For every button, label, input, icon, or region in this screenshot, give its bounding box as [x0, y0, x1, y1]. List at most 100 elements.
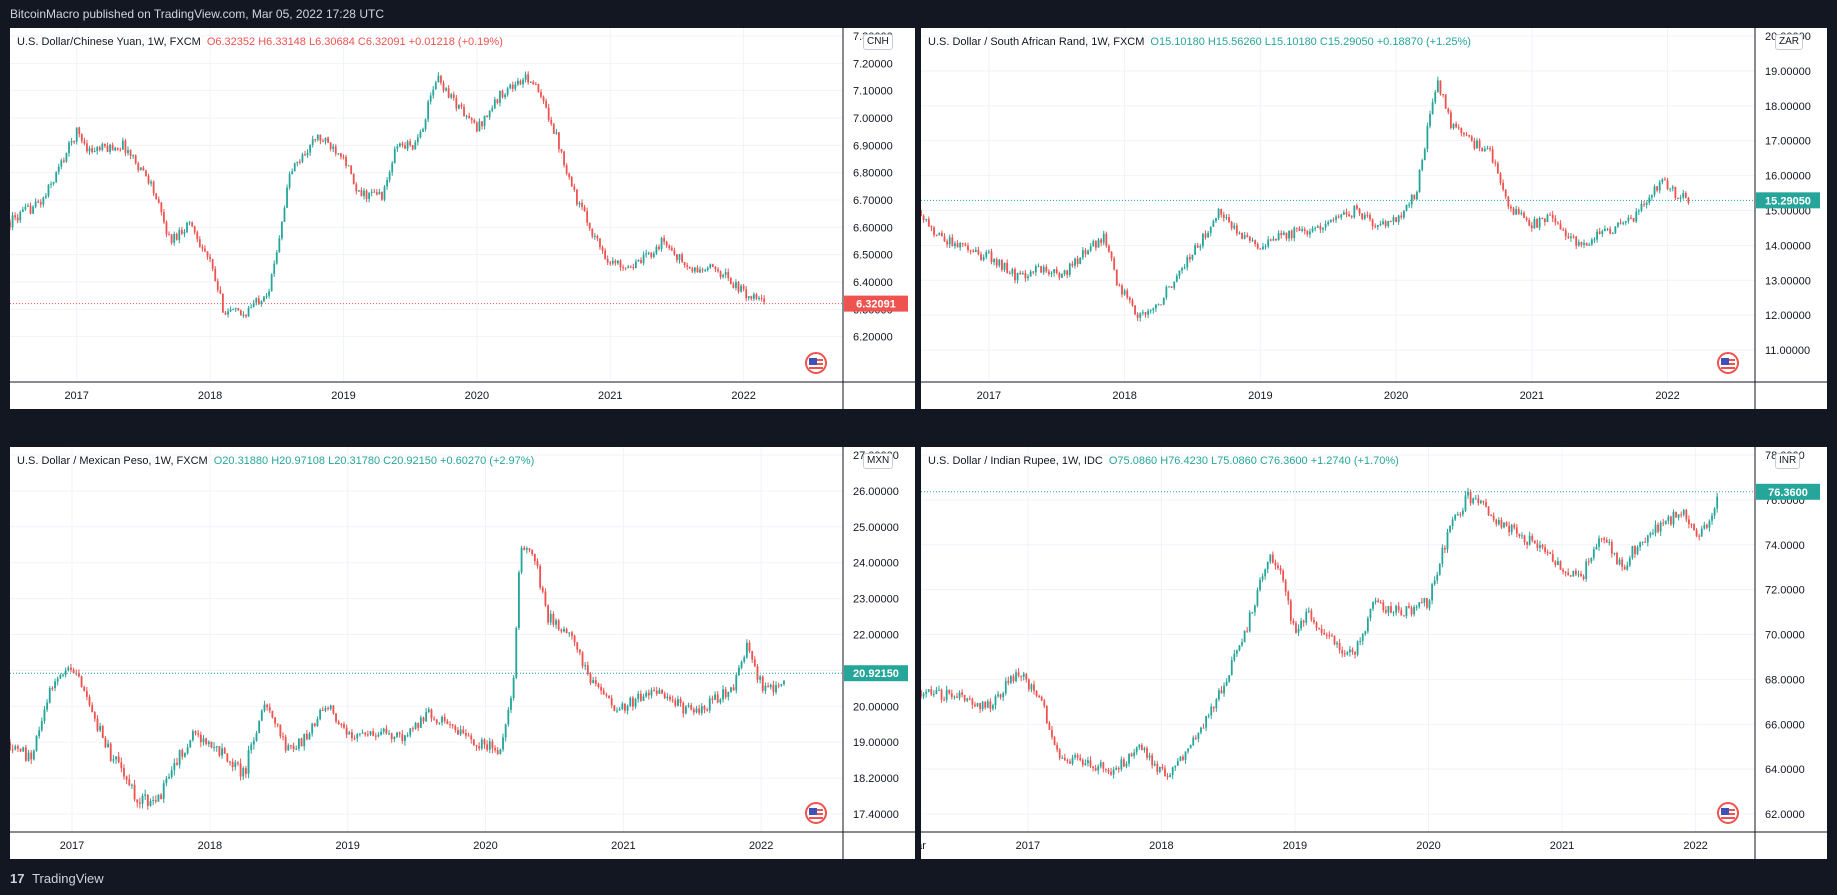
candle-body	[1449, 525, 1451, 532]
candle-body	[309, 144, 312, 153]
candle-body	[999, 694, 1002, 698]
candle-body	[1251, 612, 1254, 614]
candle-body	[409, 141, 412, 146]
candle-body	[30, 752, 33, 760]
x-tick-label: 2020	[473, 840, 497, 852]
candles	[921, 76, 1690, 322]
chart-panel-usdcnh[interactable]: 7.300007.200007.100007.000006.900006.800…	[10, 28, 915, 409]
candle-body	[686, 265, 689, 267]
candle-body	[1243, 630, 1246, 643]
chart-panel-usdmxn[interactable]: 27.0000026.0000025.0000024.0000023.00000…	[10, 447, 915, 859]
candle-body	[632, 267, 635, 269]
tradingview-logo-icon[interactable]: 17	[10, 871, 25, 886]
candle-body	[634, 698, 637, 707]
candle-body	[308, 733, 311, 740]
currency-badge[interactable]: INR	[1775, 453, 1801, 469]
y-tick-label: 19.00000	[1765, 66, 1811, 78]
candle-body	[244, 768, 247, 774]
candle-body	[189, 740, 192, 748]
chart-svg[interactable]: 20.0000019.0000018.0000017.0000016.00000…	[921, 28, 1827, 409]
candle-body	[88, 148, 91, 152]
candle-body	[1481, 147, 1484, 152]
candle-body	[70, 141, 73, 143]
candle-body	[1499, 173, 1502, 183]
chart-svg[interactable]: 78.000076.000074.000072.000070.000068.00…	[921, 447, 1827, 859]
candle-body	[1351, 649, 1354, 653]
candle-body	[1364, 631, 1367, 634]
candle-body	[96, 147, 99, 152]
candle-body	[1169, 775, 1172, 778]
candle-body	[1562, 569, 1564, 572]
candle-body	[1135, 747, 1138, 753]
candle-body	[1209, 226, 1212, 233]
candle-body	[1439, 80, 1442, 95]
candle-body	[528, 548, 531, 551]
candle-body	[661, 689, 663, 694]
ohlc-high: H76.4230	[1157, 455, 1208, 467]
candle-body	[1048, 723, 1051, 730]
candle-body	[578, 649, 581, 653]
candle-body	[1470, 136, 1473, 141]
candle-body	[1228, 675, 1231, 682]
candle-body	[581, 652, 584, 667]
candle-body	[1652, 533, 1654, 535]
candle-body	[523, 547, 526, 550]
candle-body	[1400, 610, 1403, 616]
candle-body	[80, 676, 83, 687]
candle-body	[353, 738, 356, 740]
candle-body	[255, 733, 258, 741]
candle-body	[335, 713, 337, 722]
candle-body	[605, 694, 608, 696]
ohlc-close: C20.92150	[380, 455, 437, 467]
candle-body	[1118, 285, 1121, 287]
candle-body	[1293, 227, 1296, 239]
candle-body	[1288, 230, 1290, 239]
candle-body	[1473, 140, 1476, 149]
candle-body	[1225, 681, 1228, 686]
candle-body	[1366, 214, 1369, 216]
candle-body	[75, 127, 78, 142]
candle-body	[647, 692, 650, 696]
candle-body	[475, 122, 478, 132]
candle-body	[1711, 515, 1713, 521]
chart-panel-usdzar[interactable]: 20.0000019.0000018.0000017.0000016.00000…	[921, 28, 1827, 409]
candle-body	[1671, 186, 1674, 189]
candle-body	[1287, 591, 1290, 601]
candle-body	[114, 147, 117, 151]
candle-body	[1345, 212, 1348, 215]
candle-body	[1389, 221, 1392, 223]
candle-body	[992, 705, 994, 709]
candle-body	[1539, 544, 1541, 548]
candle-body	[698, 708, 701, 713]
symbol-label: U.S. Dollar/Chinese Yuan, 1W, FXCM	[17, 36, 201, 48]
candle-body	[396, 732, 398, 737]
chart-svg[interactable]: 27.0000026.0000025.0000024.0000023.00000…	[10, 447, 915, 859]
candle-body	[319, 134, 322, 141]
candle-body	[357, 190, 360, 192]
candle-body	[268, 291, 270, 296]
currency-badge[interactable]: CNH	[863, 34, 893, 50]
candle-body	[1402, 615, 1405, 617]
grid	[921, 447, 1755, 832]
candle-body	[1215, 218, 1217, 222]
candle-body	[1541, 217, 1544, 219]
x-tick-label: 2017	[64, 390, 88, 402]
currency-badge[interactable]: ZAR	[1775, 34, 1803, 50]
candle-body	[311, 723, 314, 734]
candle-body	[77, 673, 80, 677]
candle-body	[129, 150, 132, 156]
currency-badge[interactable]: MXN	[863, 453, 894, 469]
candle-body	[666, 696, 669, 699]
candle-body	[1622, 222, 1625, 224]
tradingview-brand[interactable]: TradingView	[32, 871, 104, 886]
candle-body	[342, 156, 345, 158]
chart-panel-usdinr[interactable]: 78.000076.000074.000072.000070.000068.00…	[921, 447, 1827, 859]
candle-body	[457, 730, 459, 735]
candle-body	[711, 698, 714, 700]
candle-body	[127, 150, 129, 153]
candle-body	[1490, 515, 1493, 517]
candle-body	[1147, 310, 1150, 315]
candle-body	[750, 296, 753, 299]
chart-svg[interactable]: 7.300007.200007.100007.000006.900006.800…	[10, 28, 915, 409]
candle-body	[107, 743, 110, 748]
